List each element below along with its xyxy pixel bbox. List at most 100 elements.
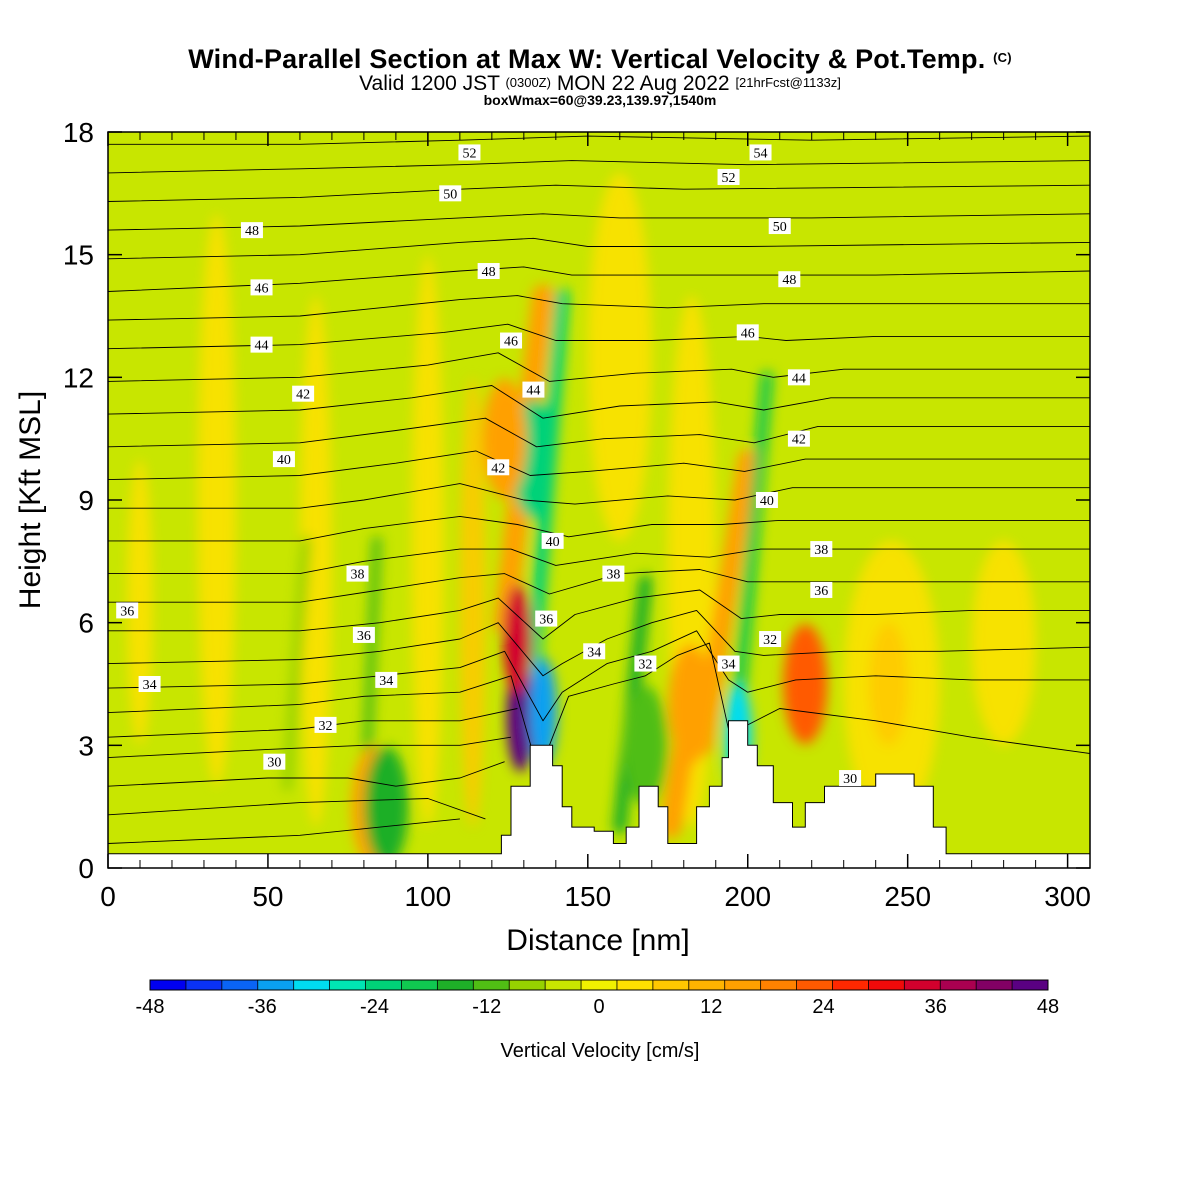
contour-label-text: 34 — [587, 645, 601, 660]
contour-label-text: 36 — [120, 604, 134, 619]
y-tick-label: 18 — [63, 117, 94, 148]
contour-label-text: 48 — [782, 273, 796, 288]
theta-contour-45 — [108, 323, 1090, 350]
contour-label-text: 36 — [814, 584, 828, 599]
velocity-streak — [971, 540, 1036, 746]
colorbar: -48 -36 -24 -12 0 12 24 36 48 — [136, 979, 1059, 1018]
box-wmax-info: boxWmax=60@39.23,139.97,1540m — [483, 92, 717, 108]
contour-label-text: 42 — [296, 388, 310, 403]
contour-label-text: 38 — [350, 568, 364, 583]
colorbar-swatch — [329, 980, 367, 990]
colorbar-swatch — [724, 980, 762, 990]
contour-label: 36 — [116, 602, 139, 619]
terrain-profile — [108, 720, 1090, 868]
contour-label-text: 38 — [606, 568, 620, 583]
colorbar-swatch — [1012, 980, 1049, 990]
y-tick-label: 12 — [63, 362, 94, 393]
title-main: Wind-Parallel Section at Max W: Vertical… — [188, 44, 986, 74]
velocity-streak — [197, 213, 236, 787]
valid-time-line: Valid 1200 JST (0300Z) MON 22 Aug 2022 [… — [0, 72, 1200, 96]
contour-label-text: 30 — [267, 756, 281, 771]
colorbar-swatch — [509, 980, 546, 990]
velocity-feature — [668, 644, 713, 765]
theta-contour-32 — [108, 708, 518, 738]
colorbar-swatch — [221, 980, 259, 990]
contour-label: 40 — [541, 532, 564, 550]
velocity-streak — [299, 295, 332, 828]
contour-label: 36 — [352, 626, 375, 644]
theta-contour-34 — [108, 630, 1090, 722]
theta-contour-39 — [108, 515, 1090, 542]
plot-area: 52 54 50 52 48 50 48 46 48 44 46 46 44 44 42 42 40 42 40 40… — [108, 132, 1090, 868]
colorbar-tick-label: 36 — [925, 996, 947, 1018]
colorbar-tick-label: 0 — [593, 996, 604, 1018]
colorbar-swatch — [581, 980, 618, 990]
contour-label-text: 36 — [539, 613, 553, 628]
colorbar-swatch — [652, 980, 690, 990]
contour-label: 42 — [787, 430, 810, 448]
colorbar-swatch — [796, 980, 833, 990]
contour-label: 48 — [477, 263, 500, 280]
velocity-feature — [364, 746, 409, 867]
colorbar-swatch — [832, 980, 869, 990]
colorbar-tick-label: 24 — [812, 996, 834, 1018]
contour-label-text: 52 — [462, 146, 476, 161]
contour-label-text: 46 — [255, 281, 269, 296]
velocity-feature — [529, 657, 558, 768]
velocity-streak — [869, 622, 908, 746]
colorbar-tick-label: -48 — [136, 996, 165, 1018]
colorbar-tick-label: -36 — [248, 996, 277, 1018]
theta-contour-46 — [108, 295, 1090, 321]
contour-label: 44 — [522, 381, 545, 399]
contour-label: 36 — [810, 581, 833, 599]
contour-label: 34 — [375, 671, 398, 689]
contour-label: 38 — [346, 565, 369, 583]
colorbar-swatch — [185, 980, 223, 990]
colorbar-swatch — [150, 980, 187, 990]
contour-label: 48 — [778, 271, 801, 288]
forecast-info: [21hrFcst@1133z] — [735, 75, 841, 90]
colorbar-frame — [149, 979, 1049, 991]
colorbar-swatch — [437, 980, 474, 990]
theta-contour-48 — [108, 237, 1090, 260]
contour-label: 32 — [634, 655, 657, 673]
contour-label-text: 40 — [760, 494, 774, 509]
velocity-streak — [411, 254, 444, 828]
valid-prefix: Valid 1200 JST — [359, 72, 500, 95]
y-tick-label: 9 — [78, 485, 94, 516]
contour-label: 42 — [292, 385, 315, 403]
colorbar-swatch — [293, 980, 331, 990]
contour-label: 44 — [250, 336, 273, 354]
valid-date: MON 22 Aug 2022 — [556, 72, 730, 95]
velocity-feature — [783, 624, 828, 744]
colorbar-swatch — [868, 980, 905, 990]
contour-label: 32 — [759, 631, 782, 648]
theta-contour-28 — [108, 818, 460, 844]
contour-label-text: 36 — [357, 629, 371, 644]
theta-contour-42 — [108, 417, 1090, 448]
x-tick-label: 200 — [724, 881, 771, 912]
contour-label-text: 32 — [763, 633, 777, 648]
colorbar-swatch — [616, 980, 654, 990]
velocity-shading — [108, 132, 1090, 868]
theta-contour-31 — [108, 736, 512, 759]
y-tick-label: 3 — [78, 730, 94, 761]
theta-contour-37 — [108, 569, 1090, 603]
contour-label-text: 48 — [245, 224, 259, 239]
velocity-streak — [587, 172, 652, 541]
contour-label-text: 50 — [443, 187, 457, 202]
contour-label: 48 — [240, 222, 263, 239]
contour-label: 38 — [602, 565, 625, 583]
velocity-feature — [482, 378, 527, 499]
colorbar-tick-label: -24 — [360, 996, 389, 1018]
contour-label-text: 42 — [491, 461, 505, 476]
velocity-feature — [623, 685, 668, 806]
zulu-time: (0300Z) — [505, 75, 551, 90]
theta-contour-49 — [108, 213, 1090, 231]
velocity-streak — [459, 377, 486, 828]
contour-label: 54 — [749, 144, 772, 161]
x-tick-label: 300 — [1044, 881, 1091, 912]
contour-label: 50 — [439, 185, 462, 202]
contour-label-text: 32 — [319, 719, 333, 734]
